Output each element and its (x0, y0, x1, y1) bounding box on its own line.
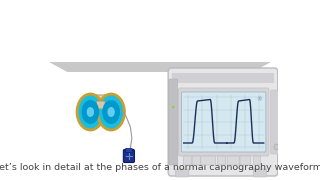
FancyBboxPatch shape (168, 68, 278, 176)
Circle shape (77, 94, 104, 130)
FancyBboxPatch shape (181, 92, 266, 152)
FancyBboxPatch shape (253, 169, 267, 177)
FancyBboxPatch shape (217, 156, 226, 165)
Polygon shape (49, 62, 271, 72)
FancyBboxPatch shape (125, 148, 132, 152)
FancyBboxPatch shape (227, 156, 240, 165)
Circle shape (82, 100, 99, 124)
Circle shape (98, 94, 124, 130)
FancyBboxPatch shape (240, 156, 250, 165)
FancyBboxPatch shape (183, 156, 191, 165)
Polygon shape (80, 102, 122, 124)
FancyBboxPatch shape (176, 169, 189, 177)
Circle shape (108, 107, 115, 117)
FancyBboxPatch shape (270, 90, 279, 154)
FancyBboxPatch shape (192, 156, 200, 165)
FancyBboxPatch shape (172, 73, 274, 83)
Text: Let’s look in detail at the phases of a normal capnography waveform.: Let’s look in detail at the phases of a … (0, 163, 320, 172)
Circle shape (87, 107, 94, 117)
Text: ®: ® (257, 97, 262, 102)
FancyBboxPatch shape (254, 156, 260, 165)
Circle shape (172, 105, 174, 109)
FancyBboxPatch shape (179, 88, 269, 156)
Circle shape (274, 144, 278, 150)
FancyBboxPatch shape (169, 79, 178, 165)
FancyBboxPatch shape (94, 95, 108, 105)
Circle shape (102, 100, 120, 124)
FancyBboxPatch shape (96, 101, 105, 109)
FancyBboxPatch shape (201, 156, 216, 165)
FancyBboxPatch shape (123, 150, 134, 163)
